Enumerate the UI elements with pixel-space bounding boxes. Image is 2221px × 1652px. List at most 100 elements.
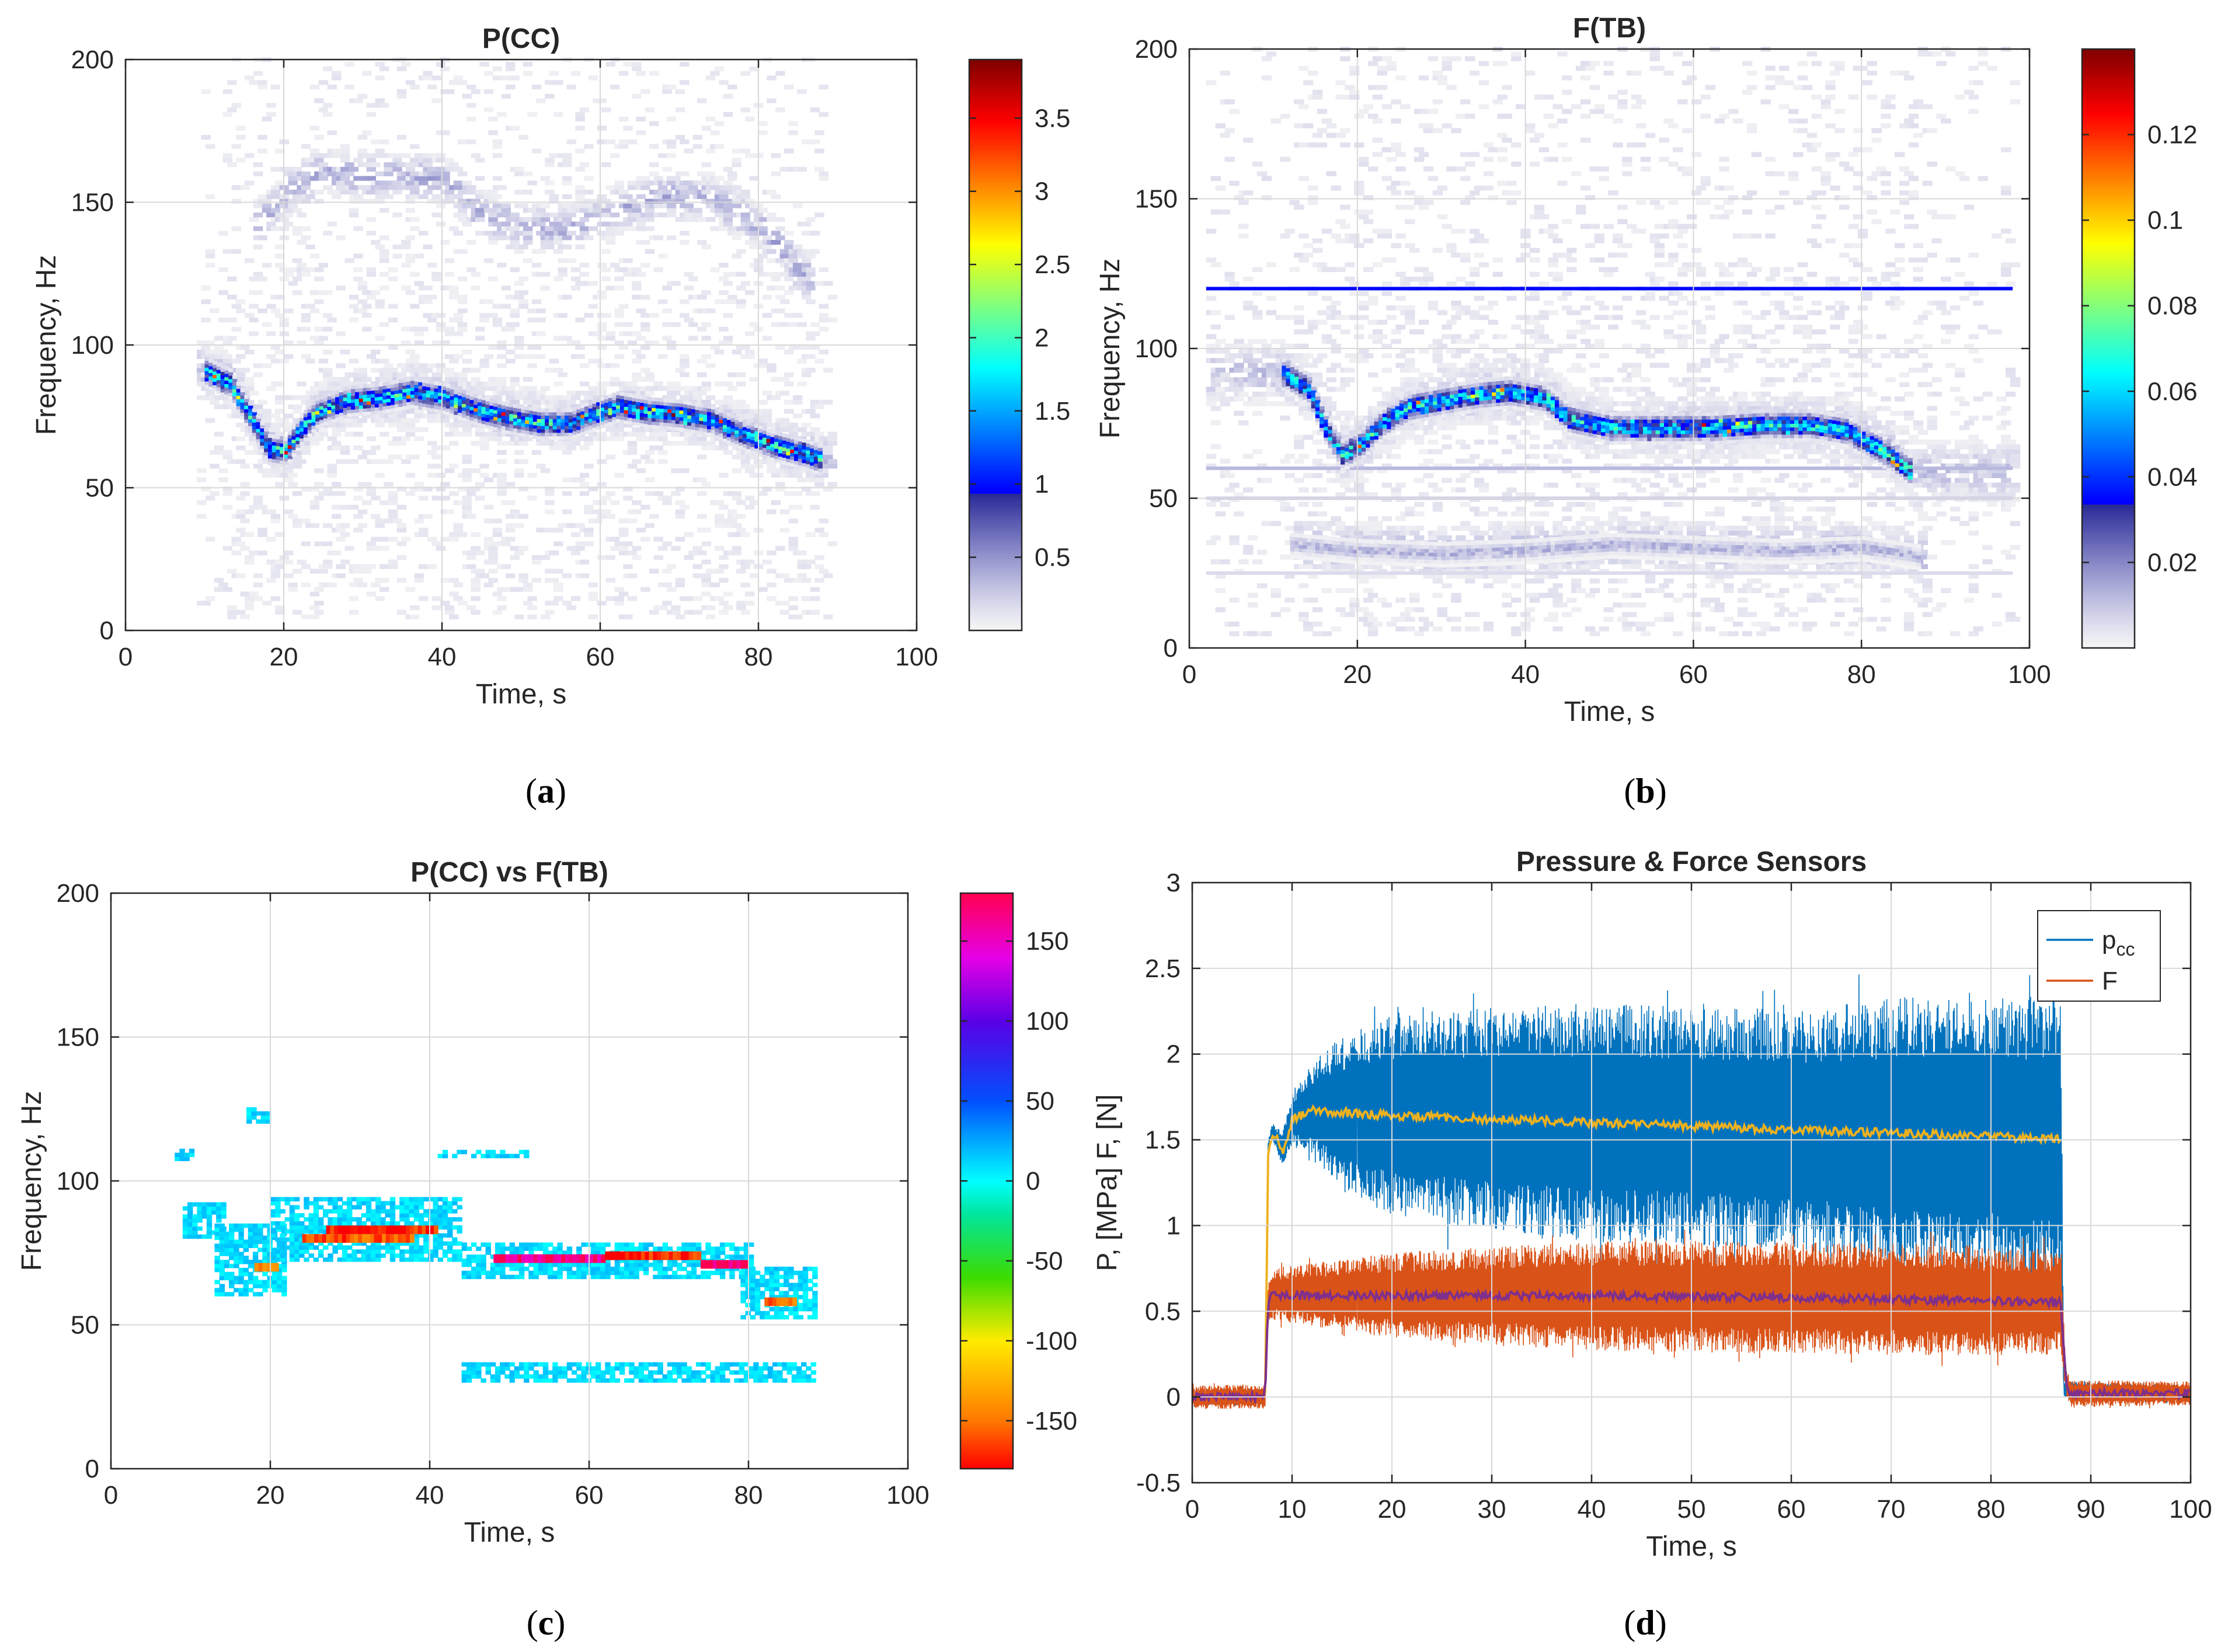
heatmap-cell: [749, 208, 759, 213]
heatmap-cell: [314, 340, 324, 346]
ridge-cell: [481, 413, 487, 417]
heatmap-cell: [819, 318, 829, 323]
heatmap-cell: [579, 381, 590, 386]
heatmap-cell: [749, 377, 759, 382]
heatmap-cell: [497, 459, 507, 464]
ridge-cell: [739, 431, 744, 436]
ridge-cell: [806, 456, 811, 461]
heatmap-cell: [497, 449, 507, 455]
ridge-cell: [703, 410, 708, 415]
ridge-cell: [572, 410, 577, 414]
ridge-cell: [394, 383, 399, 388]
ridge-cell: [565, 435, 570, 440]
heatmap-cell: [244, 559, 255, 564]
heatmap-cell: [249, 80, 259, 85]
heatmap-cell: [427, 473, 437, 478]
ridge-cell: [643, 423, 649, 428]
heatmap-cell: [640, 322, 650, 327]
ridge-cell: [485, 414, 490, 419]
heatmap-cell: [318, 263, 329, 268]
ridge-cell: [762, 434, 768, 438]
heatmap-cell: [501, 541, 511, 546]
heatmap-cell: [645, 107, 655, 113]
heatmap-cell: [340, 153, 350, 158]
heatmap-cell: [575, 111, 585, 117]
ridge-cell: [655, 401, 661, 405]
ridge-cell: [517, 408, 522, 412]
heatmap-cell: [536, 221, 546, 226]
ridge-cell: [461, 389, 467, 394]
heatmap-cell: [618, 139, 629, 145]
ridge-cell: [659, 408, 664, 413]
heatmap-cell: [371, 536, 381, 542]
heatmap-cell: [318, 336, 329, 341]
heatmap-cell: [767, 189, 777, 195]
ridge-cell: [224, 393, 229, 398]
ridge-cell: [793, 440, 799, 444]
heatmap-cell: [657, 459, 668, 464]
heatmap-cell: [627, 449, 638, 455]
ridge-cell: [505, 406, 510, 410]
ridge-cell: [339, 395, 344, 399]
heatmap-cell: [440, 482, 450, 487]
heatmap-cell: [366, 541, 376, 546]
ridge-cell: [596, 398, 601, 403]
ridge-cell: [458, 409, 463, 413]
heatmap-cell: [297, 240, 307, 245]
ridge-cell: [778, 439, 784, 443]
heatmap-cell: [396, 93, 407, 99]
ridge-cell: [521, 405, 526, 410]
ridge-cell: [228, 385, 234, 390]
ridge-cell: [430, 404, 435, 409]
ridge-cell: [267, 444, 273, 448]
ridge-cell: [232, 378, 238, 383]
heatmap-cell: [318, 431, 329, 437]
heatmap-cell: [671, 281, 681, 286]
ridge-cell: [497, 414, 503, 419]
heatmap-cell: [419, 427, 429, 433]
heatmap-cell: [705, 605, 716, 611]
heatmap-cell: [275, 263, 285, 268]
heatmap-cell: [801, 294, 812, 300]
heatmap-cell: [514, 189, 524, 195]
heatmap-cell: [558, 267, 568, 273]
heatmap-cell: [492, 203, 503, 208]
heatmap-cell: [570, 285, 581, 291]
ridge-cell: [300, 421, 305, 425]
ridge-cell: [568, 419, 574, 423]
heatmap-cell: [301, 395, 311, 400]
heatmap-cell: [719, 441, 729, 446]
heatmap-cell: [301, 441, 311, 446]
heatmap-cell: [736, 304, 746, 309]
ridge-cell: [561, 408, 566, 413]
ridge-cell: [592, 410, 597, 414]
heatmap-cell: [649, 313, 659, 318]
heatmap-cell: [553, 249, 563, 254]
ridge-cell: [568, 428, 574, 433]
heatmap-cell: [253, 596, 263, 601]
heatmap-cell: [236, 308, 246, 313]
heatmap-cell: [779, 418, 789, 423]
heatmap-cell: [257, 504, 267, 510]
ridge-cell: [561, 432, 566, 437]
ridge-cell: [754, 431, 760, 435]
heatmap-cell: [719, 263, 729, 268]
ridge-cell: [576, 429, 582, 434]
heatmap-cell: [340, 504, 350, 510]
ridge-cell: [608, 400, 613, 405]
heatmap-cell: [662, 569, 672, 574]
heatmap-cell: [349, 208, 359, 213]
heatmap-cell: [501, 208, 511, 213]
ridge-cell: [331, 415, 336, 419]
ridge-cell: [489, 415, 495, 420]
heatmap-cell: [458, 171, 468, 176]
ridge-cell: [434, 395, 439, 399]
heatmap-cell: [240, 591, 250, 597]
ridge-cell: [703, 421, 708, 426]
ridge-cell: [276, 452, 281, 457]
heatmap-cell: [740, 532, 750, 538]
heatmap-cell: [475, 176, 485, 181]
ridge-cell: [600, 414, 605, 419]
ridge-cell: [596, 402, 601, 406]
heatmap-cell: [540, 240, 551, 245]
